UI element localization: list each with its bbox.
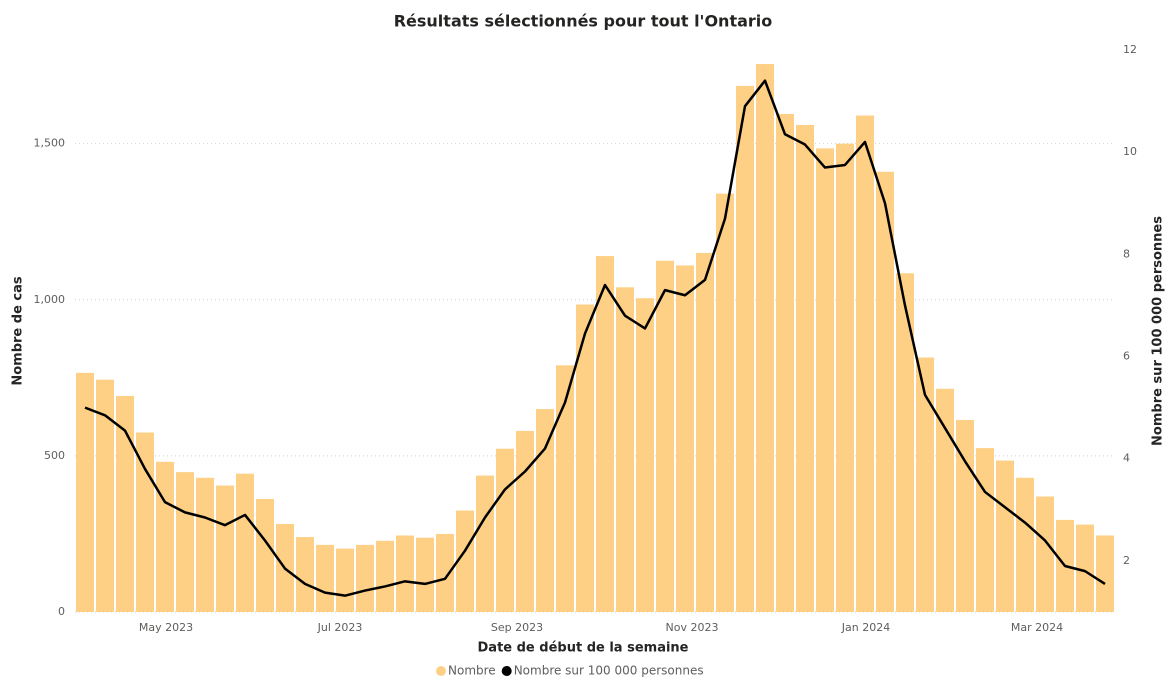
bar — [536, 409, 554, 612]
bar — [1036, 496, 1054, 612]
bar — [936, 388, 954, 612]
bar — [716, 193, 734, 612]
x-axis-label: Date de début de la semaine — [478, 641, 689, 656]
bar — [976, 448, 994, 612]
bar — [336, 548, 354, 612]
x-tick-label: Sep 2023 — [491, 621, 543, 634]
legend-label: Nombre — [448, 664, 496, 678]
chart-title: Résultats sélectionnés pour tout l'Ontar… — [394, 12, 773, 31]
y2-tick-label: 4 — [1123, 452, 1130, 465]
y2-tick-label: 12 — [1123, 43, 1137, 56]
bar — [816, 148, 834, 612]
bar — [76, 372, 94, 612]
legend-swatch — [436, 666, 446, 676]
legend-swatch — [501, 666, 512, 676]
bar — [756, 64, 774, 613]
bar — [1016, 477, 1034, 612]
bar — [996, 460, 1014, 612]
bar — [456, 510, 474, 612]
bar — [376, 540, 394, 612]
bar — [196, 477, 214, 612]
bar — [616, 287, 634, 612]
y2-tick-label: 10 — [1123, 145, 1137, 158]
y2-axis-label: Nombre sur 100 000 personnes — [1151, 216, 1166, 446]
line — [84, 79, 1106, 597]
bar — [476, 475, 494, 612]
bar — [396, 535, 414, 612]
bar — [156, 461, 174, 612]
bar — [576, 304, 594, 612]
y2-tick-label: 6 — [1123, 350, 1130, 363]
legend-label: Nombre sur 100 000 personnes — [514, 664, 704, 678]
bar — [516, 430, 534, 612]
y2-tick-label: 8 — [1123, 247, 1130, 260]
bar — [116, 395, 134, 612]
x-tick-label: Jul 2023 — [317, 621, 363, 634]
bar — [656, 260, 674, 612]
y2-tick-label: 2 — [1123, 554, 1130, 567]
x-tick-label: Nov 2023 — [666, 621, 719, 634]
bar — [736, 85, 754, 612]
bar — [216, 485, 234, 612]
bar — [836, 143, 854, 612]
bar — [436, 533, 454, 612]
bar — [556, 365, 574, 612]
x-tick-label: May 2023 — [139, 621, 193, 634]
bar — [856, 115, 874, 613]
x-tick-label: Jan 2024 — [841, 621, 890, 634]
y-tick-label: 1,500 — [34, 137, 66, 150]
bar — [316, 544, 334, 612]
bar — [696, 252, 714, 612]
bar — [916, 357, 934, 612]
y-tick-label: 500 — [44, 449, 65, 462]
bar — [256, 498, 274, 612]
y-axis-label: Nombre de cas — [11, 276, 26, 386]
bar — [296, 537, 314, 612]
bar — [596, 256, 614, 612]
bar — [796, 124, 814, 612]
bar — [876, 171, 894, 612]
bar — [776, 114, 794, 612]
y-tick-label: 1,000 — [34, 293, 66, 306]
bar — [496, 448, 514, 612]
x-tick-label: Mar 2024 — [1011, 621, 1063, 634]
y-tick-label: 0 — [58, 605, 65, 618]
bar — [1076, 524, 1094, 612]
bar — [356, 544, 374, 612]
bar — [236, 473, 254, 612]
bar — [96, 379, 114, 612]
bar — [896, 273, 914, 612]
bar — [636, 298, 654, 612]
bar — [1096, 535, 1114, 612]
bar — [416, 537, 434, 612]
bar — [176, 472, 194, 612]
bar — [676, 265, 694, 612]
